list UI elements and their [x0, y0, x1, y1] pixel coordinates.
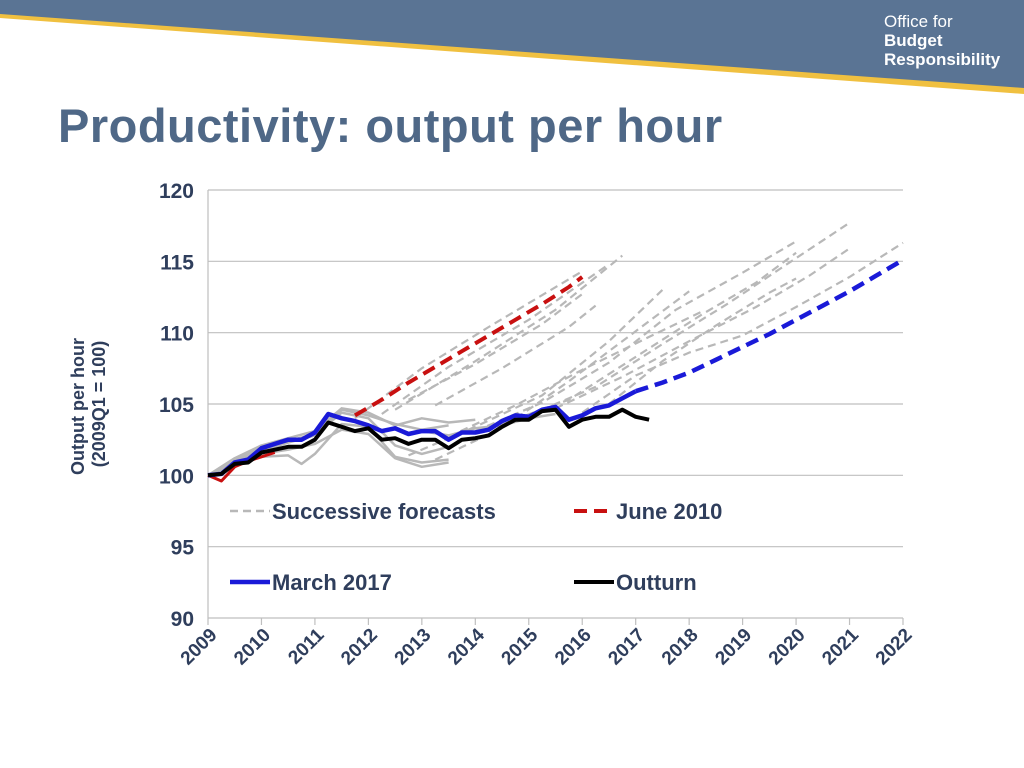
- forecast-line: [448, 310, 703, 438]
- y-axis-title-line-1: Output per hour: [68, 338, 88, 475]
- header-banner: [0, 0, 1024, 94]
- x-tick-label: 2019: [711, 625, 756, 670]
- legend-label-outturn: Outturn: [616, 570, 697, 595]
- y-tick-label: 115: [160, 251, 194, 274]
- forecast-line: [408, 289, 664, 457]
- obr-logo: Office for Budget Responsibility: [884, 12, 1020, 69]
- y-tick-label: 120: [159, 180, 194, 203]
- slide-header: Office for Budget Responsibility: [0, 0, 1024, 100]
- forecast-line: [501, 251, 797, 426]
- june2010-forecast-line: [353, 275, 584, 418]
- x-tick-label: 2016: [551, 625, 596, 670]
- forecast-line: [555, 247, 851, 410]
- x-tick-label: 2012: [337, 625, 382, 670]
- x-tick-label: 2017: [604, 625, 649, 670]
- x-tick-label: 2009: [177, 625, 222, 670]
- x-tick-label: 2018: [658, 625, 703, 670]
- legend-label-forecasts: Successive forecasts: [272, 499, 496, 524]
- x-tick-label: 2021: [818, 624, 863, 669]
- logo-line-3: Responsibility: [884, 50, 1001, 69]
- y-tick-label: 95: [171, 537, 195, 560]
- y-tick-label: 90: [171, 608, 194, 631]
- x-tick-label: 2011: [284, 624, 328, 668]
- forecast-line: [581, 241, 904, 414]
- forecast-line: [354, 270, 583, 420]
- y-tick-label: 110: [160, 323, 194, 346]
- forecast-line: [381, 263, 610, 415]
- x-tick-label: 2022: [872, 625, 917, 670]
- header-blue-band: [0, 0, 1024, 88]
- x-tick-label: 2015: [498, 624, 543, 669]
- legend-label-march2017: March 2017: [272, 570, 392, 595]
- legend-label-june2010: June 2010: [616, 499, 722, 524]
- y-tick-label: 100: [159, 465, 194, 488]
- chart-series: [207, 221, 905, 483]
- march2017-outturn-line: [207, 389, 637, 478]
- x-tick-label: 2014: [444, 624, 489, 669]
- y-axis-title-line-2: (2009Q1 = 100): [89, 341, 109, 468]
- y-axis-title: Output per hour (2009Q1 = 100): [68, 333, 109, 475]
- logo-line-1: Office for: [884, 12, 953, 31]
- logo-line-2: Budget: [884, 31, 943, 50]
- march2017-forecast-line: [635, 257, 905, 394]
- page-title: Productivity: output per hour: [58, 99, 723, 152]
- x-tick-label: 2020: [765, 625, 810, 670]
- chart-legend: Successive forecasts June 2010 March 2017 O…: [230, 499, 722, 595]
- forecast-outturn-line: [207, 407, 476, 477]
- x-axis-tick-labels: 2009 2010 2011 2012 2013 2014 2015 2016 2017 2018…: [177, 624, 917, 669]
- y-axis-tick-labels: 90 95 100 105 110 115 120: [159, 180, 194, 631]
- chart-grid: [207, 189, 904, 625]
- x-tick-label: 2013: [391, 625, 436, 670]
- forecast-line: [434, 304, 597, 407]
- outturn-line: [207, 407, 650, 478]
- forecast-line: [434, 290, 690, 461]
- x-tick-label: 2010: [230, 625, 275, 670]
- y-tick-label: 105: [159, 394, 194, 417]
- forecast-line: [608, 277, 797, 405]
